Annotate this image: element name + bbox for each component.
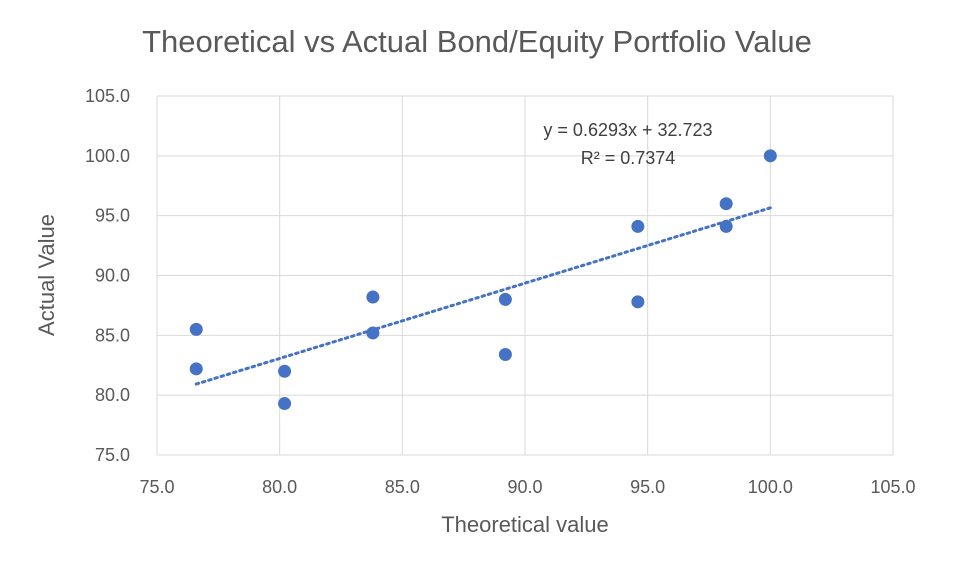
data-points [189, 149, 777, 411]
data-point [366, 326, 380, 340]
data-point [719, 219, 733, 233]
data-point [498, 347, 512, 361]
x-tick-label: 75.0 [139, 477, 174, 497]
x-axis-title: Theoretical value [441, 512, 609, 537]
data-point [189, 322, 203, 336]
y-tick-label: 105.0 [85, 86, 130, 106]
y-tick-label: 100.0 [85, 146, 130, 166]
data-point [719, 197, 733, 211]
data-point [278, 364, 292, 378]
trendline-equation: y = 0.6293x + 32.723 [543, 120, 712, 140]
trendline-r-squared: R² = 0.7374 [581, 148, 676, 168]
y-tick-label: 75.0 [95, 445, 130, 465]
y-tick-label: 85.0 [95, 325, 130, 345]
y-axis-tick-labels: 75.0 80.0 85.0 90.0 95.0 100.0 105.0 [85, 86, 130, 465]
data-point [189, 362, 203, 376]
data-point [278, 397, 292, 411]
trendline-layer [194, 206, 772, 386]
x-tick-label: 95.0 [630, 477, 665, 497]
x-tick-label: 100.0 [748, 477, 793, 497]
y-axis-title: Actual Value [34, 214, 59, 336]
grid-lines [156, 95, 894, 456]
x-tick-label: 105.0 [870, 477, 915, 497]
chart-title: Theoretical vs Actual Bond/Equity Portfo… [142, 24, 812, 59]
data-point [631, 219, 645, 233]
x-tick-label: 80.0 [262, 477, 297, 497]
y-tick-label: 90.0 [95, 266, 130, 286]
data-point [498, 292, 512, 306]
y-tick-label: 80.0 [95, 385, 130, 405]
trendline [194, 206, 772, 386]
x-tick-label: 85.0 [385, 477, 420, 497]
x-tick-label: 90.0 [507, 477, 542, 497]
data-point [763, 149, 777, 163]
y-tick-label: 95.0 [95, 206, 130, 226]
data-point [366, 290, 380, 304]
x-axis-tick-labels: 75.0 80.0 85.0 90.0 95.0 100.0 105.0 [139, 477, 915, 497]
data-point [631, 295, 645, 309]
